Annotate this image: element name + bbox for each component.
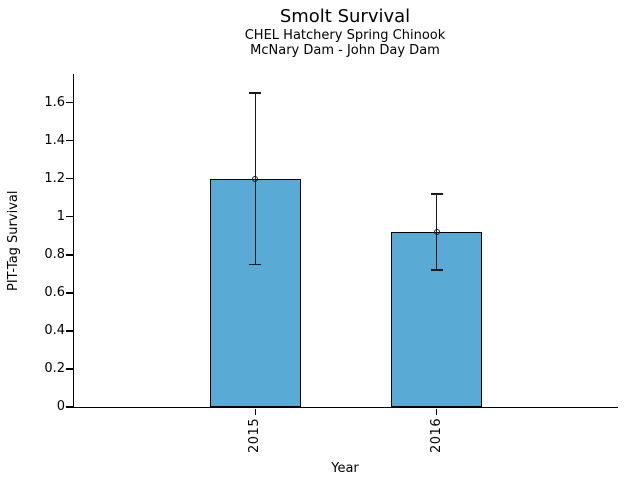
error-bar-cap-low-2016 (430, 269, 443, 271)
y-tick-mark (65, 177, 73, 180)
y-tick-label: 0.6 (44, 284, 65, 300)
plot-area: 0 0.2 0.4 0.6 0.8 1 1.2 1.4 1.6 2015 2016 (44, 74, 618, 453)
y-axis-label: PIT-Tag Survival (6, 190, 21, 291)
y-tick-mark (65, 254, 73, 256)
data-point-marker-2016 (433, 228, 440, 235)
y-tick-mark (65, 368, 73, 370)
x-tick-label-2016: 2016 (428, 417, 444, 453)
y-tick-mark (65, 139, 73, 142)
chart-title: Smolt Survival (279, 6, 411, 27)
x-axis-label: Year (331, 461, 359, 476)
x-tick-mark (435, 408, 438, 415)
error-bar-cap-low-2015 (249, 263, 262, 266)
x-tick-mark (254, 408, 257, 415)
y-tick-label: 0.4 (44, 322, 65, 338)
x-tick-label-2015: 2015 (247, 417, 263, 453)
error-bar-cap-high-2015 (249, 92, 262, 94)
y-tick-label: 1 (56, 208, 65, 224)
error-bar-cap-high-2016 (430, 193, 443, 195)
y-tick-label: 0.8 (44, 246, 65, 262)
y-tick-label: 1.6 (44, 94, 65, 110)
y-tick-label: 1.4 (44, 132, 65, 148)
y-tick-mark (65, 292, 73, 294)
y-tick-label: 0 (56, 399, 65, 414)
y-tick-mark (65, 101, 73, 104)
y-tick-mark (65, 215, 73, 218)
chart-subtitle-line1: CHEL Hatchery Spring Chinook (244, 28, 446, 43)
y-tick-label: 1.2 (44, 170, 65, 186)
y-tick-mark (65, 406, 73, 408)
data-point-marker-2015 (252, 175, 259, 182)
chart-subtitle-line2: McNary Dam - John Day Dam (250, 43, 440, 58)
y-tick-mark (65, 330, 73, 332)
bar-2016 (391, 231, 482, 407)
y-tick-label: 0.2 (44, 360, 65, 376)
